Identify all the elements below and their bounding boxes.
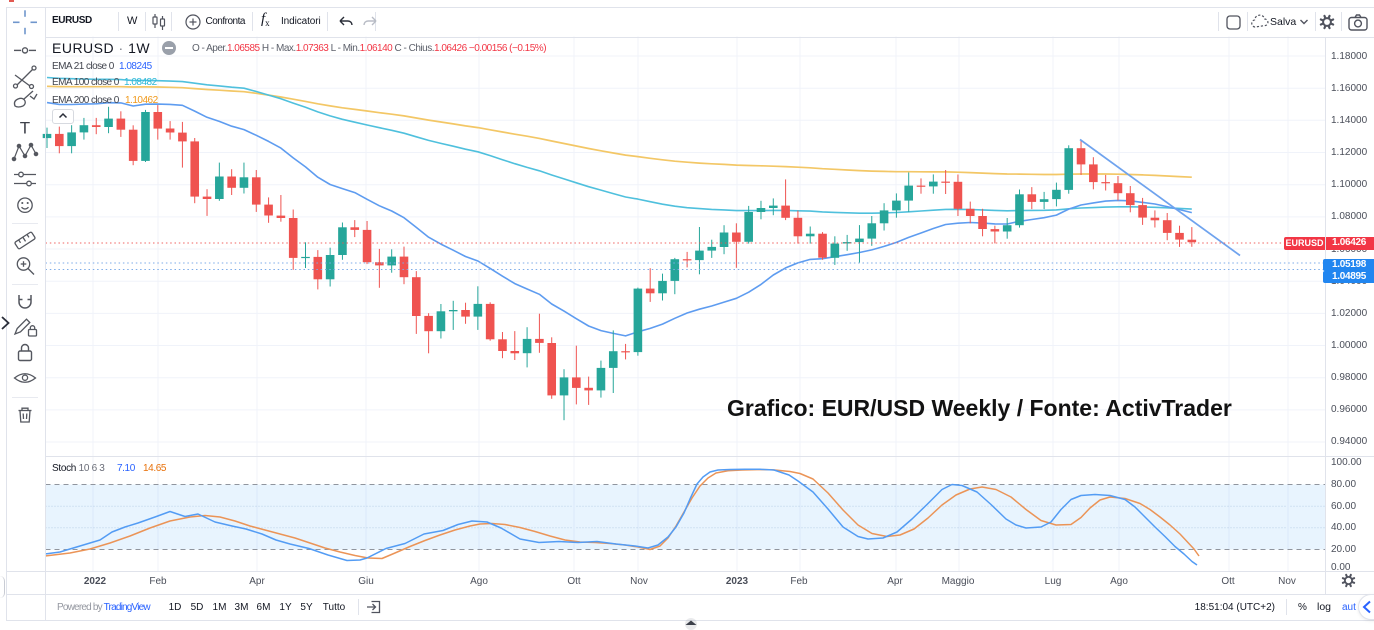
- svg-text:T: T: [20, 119, 30, 138]
